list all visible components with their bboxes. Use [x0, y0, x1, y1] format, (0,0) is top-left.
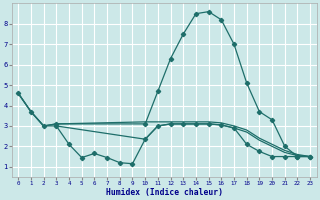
X-axis label: Humidex (Indice chaleur): Humidex (Indice chaleur) — [106, 188, 223, 197]
